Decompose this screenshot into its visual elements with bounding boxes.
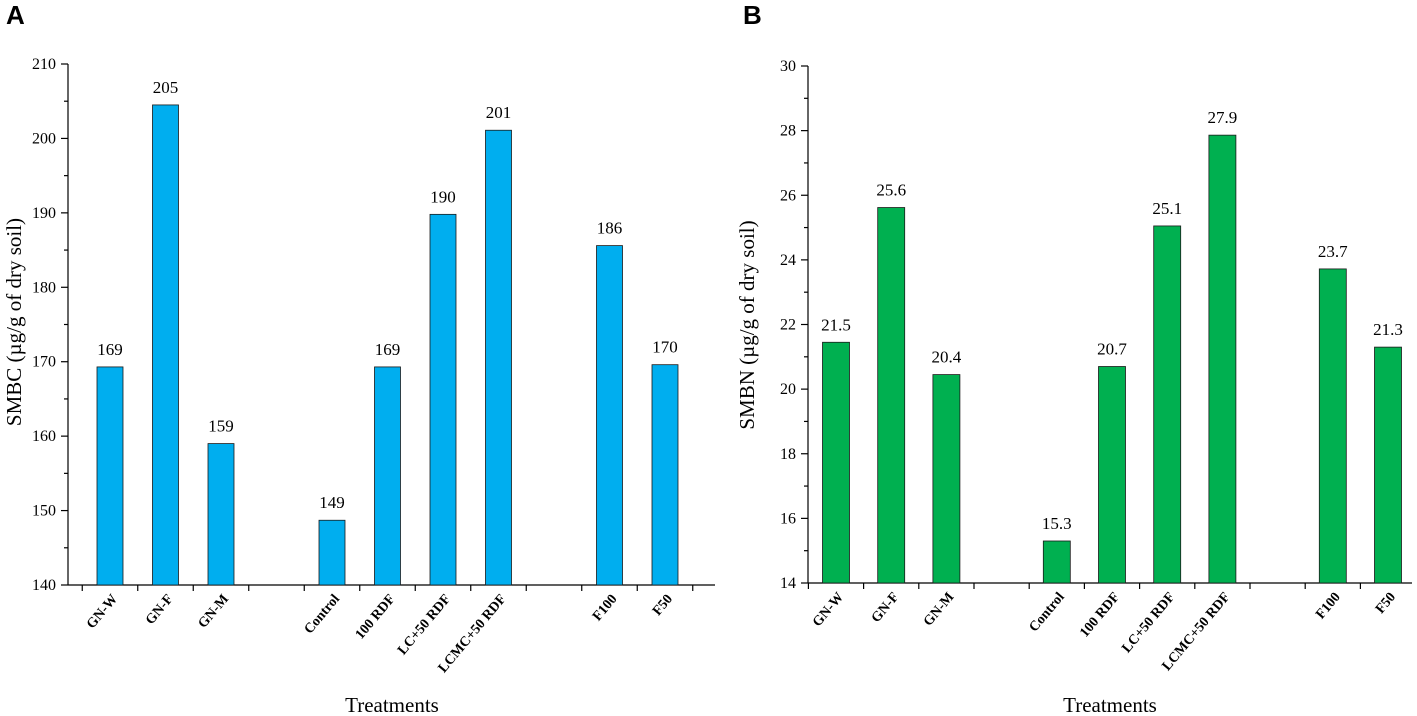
panel-b-data-label: 15.3 xyxy=(1042,514,1072,533)
panel-b-y-tick-label: 28 xyxy=(780,123,796,140)
panel-a-bar-lc-50-rdf xyxy=(429,213,457,586)
panel-b-bar-gn-f xyxy=(877,207,906,584)
panel-a-category-label: GN-M xyxy=(196,592,232,631)
panel-b-bar-f50 xyxy=(1374,346,1402,584)
panel-b-data-label: 23.7 xyxy=(1318,242,1348,261)
panel-b-data-label: 21.3 xyxy=(1373,320,1403,339)
panel-b-bar-lcmc-50-rdf xyxy=(1208,134,1237,584)
panel-b-data-label: 27.9 xyxy=(1208,108,1238,127)
panel-b-category-label: F50 xyxy=(1373,590,1399,617)
panel-a-category-label: F100 xyxy=(590,592,620,624)
panel-b-letter: B xyxy=(743,0,762,30)
panel-b-category-label: GN-F xyxy=(869,590,902,626)
panel-a-letter: A xyxy=(6,0,25,30)
panel-a-category-label: LC+50 RDF xyxy=(395,592,454,658)
panel-a-y-tick-label: 150 xyxy=(32,503,56,520)
panel-b-y-tick-label: 26 xyxy=(780,187,796,204)
panel-a-x-axis-title: Treatments xyxy=(345,693,439,716)
panel-a-category-label: 100 RDF xyxy=(353,592,399,642)
panel-b-smbn-chart: B SMBN (µg/g of dry soil) Treatments 14 1… xyxy=(735,0,1412,716)
panel-a-y-tick-label: 180 xyxy=(32,279,56,296)
panel-b-y-tick-label: 18 xyxy=(780,446,796,463)
panel-b-data-label: 25.6 xyxy=(876,181,906,200)
panel-a-bar-f100 xyxy=(596,245,623,586)
panel-b-category-label: Control xyxy=(1027,590,1068,635)
panel-b-y-tick-label: 30 xyxy=(780,58,796,75)
panel-a-data-label: 205 xyxy=(153,78,179,97)
panel-a-category-label: GN-W xyxy=(84,592,121,632)
panel-a-data-label: 170 xyxy=(652,338,678,357)
panel-a-bar-100-rdf xyxy=(374,366,401,586)
panel-a-category-label: GN-F xyxy=(143,592,176,628)
panel-a-data-label: 169 xyxy=(97,340,123,359)
panel-b-bar-control xyxy=(1042,540,1071,584)
panel-a-y-tick-label: 160 xyxy=(32,428,56,445)
panel-a-bar-gn-m xyxy=(207,443,235,586)
panel-b-y-tick-label: 24 xyxy=(780,252,796,269)
panel-b-category-label: LC+50 RDF xyxy=(1119,590,1178,656)
panel-a-y-axis-title: SMBC (µg/g of dry soil) xyxy=(2,218,26,426)
panel-b-bar-gn-m xyxy=(932,374,961,584)
panel-b-data-label: 20.7 xyxy=(1097,340,1127,359)
panel-a-smbc-chart: A SMBC (µg/g of dry soil) Treatments 140… xyxy=(2,0,715,716)
panel-a-y-tick-label: 170 xyxy=(32,354,56,371)
panel-b-data-label: 25.1 xyxy=(1152,199,1182,218)
panel-a-bar-gn-w xyxy=(96,366,124,586)
panel-a-data-label: 169 xyxy=(375,340,401,359)
panel-a-bar-control xyxy=(318,519,346,586)
panel-b-y-tick-label: 20 xyxy=(780,381,796,398)
panel-b-bar-gn-w xyxy=(822,341,850,584)
panel-a-y-tick-label: 190 xyxy=(32,205,56,222)
panel-b-y-tick-label: 22 xyxy=(780,317,796,334)
panel-b-y-tick-label: 16 xyxy=(780,510,796,527)
panel-b-data-label: 20.4 xyxy=(932,348,962,367)
panel-b-x-axis-title: Treatments xyxy=(1063,693,1157,716)
panel-a-data-label: 149 xyxy=(319,493,345,512)
panel-b-category-label: F100 xyxy=(1313,590,1343,622)
panel-a-bar-lcmc-50-rdf xyxy=(485,129,512,586)
panel-b-y-tick-label: 14 xyxy=(780,575,796,592)
panel-b-bar-f100 xyxy=(1318,268,1347,584)
panel-a-y-tick-label: 210 xyxy=(32,56,56,73)
panel-b-bar-lc-50-rdf xyxy=(1153,225,1182,584)
panel-b-y-axis-title: SMBN (µg/g of dry soil) xyxy=(735,220,759,429)
panel-a-category-label: F50 xyxy=(650,592,676,619)
panel-b-category-label: GN-W xyxy=(810,590,847,630)
panel-b-bar-100-rdf xyxy=(1098,366,1126,584)
panel-a-y-tick-label: 200 xyxy=(32,130,56,147)
panel-a-data-label: 190 xyxy=(430,187,456,206)
panel-a-bar-gn-f xyxy=(152,104,179,586)
panel-b-category-label: GN-M xyxy=(921,590,957,629)
panel-b-category-label: 100 RDF xyxy=(1077,590,1123,640)
panel-a-category-label: Control xyxy=(302,592,343,637)
panel-a-bar-f50 xyxy=(651,364,679,586)
panel-a-data-label: 201 xyxy=(486,103,512,122)
panel-a-data-label: 159 xyxy=(208,417,234,436)
panel-b-data-label: 21.5 xyxy=(821,315,851,334)
panel-a-data-label: 186 xyxy=(597,219,623,238)
panel-a-y-tick-label: 140 xyxy=(32,577,56,594)
